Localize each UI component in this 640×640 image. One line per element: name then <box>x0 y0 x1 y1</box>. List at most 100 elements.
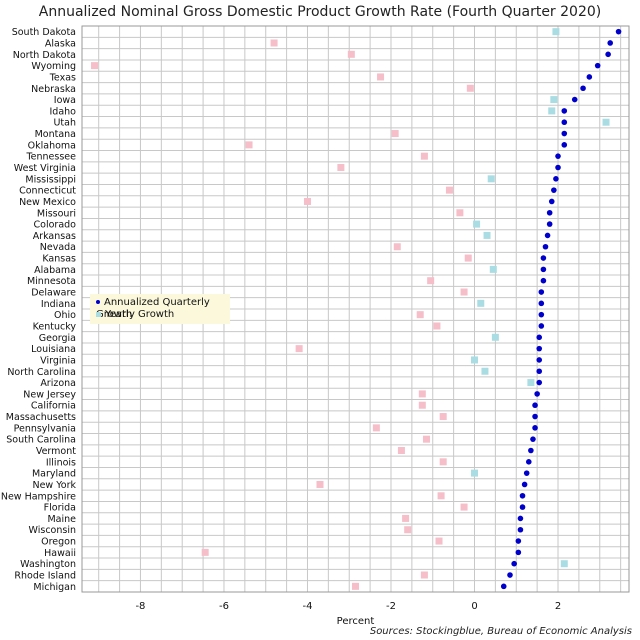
quarterly-growth-marker <box>561 142 568 148</box>
quarterly-growth-marker <box>605 51 611 58</box>
category-label: Maryland <box>32 469 76 480</box>
category-label: Utah <box>53 118 76 129</box>
yearly-growth-marker <box>402 514 410 522</box>
category-label: Tennessee <box>25 152 76 163</box>
yearly-growth-marker <box>372 424 380 432</box>
category-label: Alabama <box>34 265 76 276</box>
quarterly-growth-marker <box>555 153 561 159</box>
quarterly-growth-marker <box>548 198 555 205</box>
quarterly-growth-marker <box>561 130 568 137</box>
category-label: Kansas <box>42 254 76 265</box>
plot-border <box>81 25 630 593</box>
yearly-growth-marker <box>347 50 355 58</box>
quarterly-growth-marker <box>519 504 526 510</box>
yearly-growth-marker <box>471 469 479 477</box>
category-label: Massachusetts <box>6 412 76 423</box>
quarterly-growth-marker <box>571 96 578 103</box>
category-label: Delaware <box>31 288 76 299</box>
x-tick-label: -8 <box>135 601 145 612</box>
yearly-growth-marker <box>471 356 479 364</box>
yearly-growth-marker <box>337 164 345 171</box>
category-label: Alaska <box>45 38 76 49</box>
category-label: Indiana <box>41 299 76 310</box>
yearly-growth-marker <box>460 503 468 511</box>
yearly-growth-marker <box>435 537 443 545</box>
legend-item-quarterly: Annualized Quarterly Growth <box>96 297 230 320</box>
yearly-growth-marker <box>391 130 399 138</box>
quarterly-growth-marker <box>580 85 586 92</box>
category-label: North Dakota <box>13 50 76 61</box>
quarterly-growth-marker <box>525 459 532 465</box>
quarterly-growth-marker <box>540 255 547 261</box>
category-label: Oregon <box>41 537 76 548</box>
category-label: Montana <box>35 129 76 140</box>
yearly-growth-marker <box>245 141 253 149</box>
quarterly-growth-marker <box>515 549 522 556</box>
category-label: Ohio <box>54 310 76 321</box>
quarterly-growth-marker <box>519 492 526 499</box>
quarterly-growth-marker <box>538 289 545 295</box>
quarterly-growth-marker <box>546 221 553 227</box>
quarterly-growth-marker <box>594 62 601 69</box>
category-label: Maine <box>47 514 76 525</box>
category-label: New Mexico <box>19 197 76 208</box>
legend-item-yearly: Yearly Growth <box>96 309 174 321</box>
yearly-growth-marker <box>404 526 412 534</box>
category-label: Virginia <box>40 355 76 366</box>
category-label: New Jersey <box>23 389 76 400</box>
quarterly-growth-marker <box>607 40 614 46</box>
yearly-growth-marker <box>397 447 405 454</box>
category-label: New York <box>32 480 76 491</box>
category-label: Idaho <box>50 106 77 117</box>
legend-label-quarterly: Annualized Quarterly Growth <box>96 297 210 320</box>
category-label: Kentucky <box>33 321 77 332</box>
quarterly-growth-marker <box>517 526 524 533</box>
yearly-growth-marker <box>489 265 497 273</box>
yearly-growth-marker <box>91 62 99 70</box>
yearly-growth-marker <box>437 492 445 500</box>
category-label: North Carolina <box>7 367 76 378</box>
x-tick-label: -2 <box>386 601 396 612</box>
yearly-growth-marker <box>439 458 447 466</box>
category-label: Oklahoma <box>28 140 76 151</box>
category-label: Rhode Island <box>14 571 76 582</box>
yearly-growth-marker <box>460 288 468 296</box>
quarterly-growth-marker <box>538 300 545 307</box>
yearly-growth-marker <box>483 231 491 239</box>
quarterly-growth-marker <box>561 108 568 114</box>
x-tick-label: -6 <box>219 601 229 612</box>
category-label: Colorado <box>34 220 77 231</box>
yearly-growth-marker <box>420 152 428 160</box>
quarterly-growth-marker <box>544 232 551 239</box>
category-label: Illinois <box>46 457 76 468</box>
yearly-growth-marker <box>487 175 495 183</box>
yearly-growth-marker <box>418 401 426 409</box>
quarterly-growth-marker <box>536 379 543 386</box>
x-tick-label: -4 <box>302 601 312 612</box>
category-label: West Virginia <box>14 163 76 174</box>
yearly-growth-marker <box>466 84 474 92</box>
quarterly-growth-marker <box>534 391 540 397</box>
yearly-growth-marker <box>548 107 556 115</box>
quarterly-growth-marker <box>511 560 517 567</box>
category-label: California <box>31 401 76 412</box>
yearly-growth-marker <box>427 277 435 285</box>
quarterly-growth-marker <box>540 277 547 284</box>
category-label: Louisiana <box>31 344 76 355</box>
category-label: New Hampshire <box>1 491 76 502</box>
category-label: Nevada <box>40 242 76 253</box>
yearly-growth-marker <box>377 73 385 81</box>
x-tick-label: 0 <box>471 601 477 612</box>
category-label: Florida <box>44 503 76 514</box>
category-label: Mississippi <box>25 174 76 185</box>
quarterly-growth-marker <box>530 436 536 442</box>
category-label: Arizona <box>40 378 76 389</box>
quarterly-growth-marker <box>538 323 545 329</box>
quarterly-growth-marker <box>536 357 543 363</box>
category-label: Minnesota <box>27 276 76 287</box>
category-label: Wyoming <box>31 61 76 72</box>
source-note: Sources: Stockingblue, Bureau of Economi… <box>369 626 632 637</box>
yearly-growth-marker <box>477 299 485 307</box>
quarterly-growth-marker <box>517 515 524 522</box>
chart-title: Annualized Nominal Gross Domestic Produc… <box>38 4 602 20</box>
